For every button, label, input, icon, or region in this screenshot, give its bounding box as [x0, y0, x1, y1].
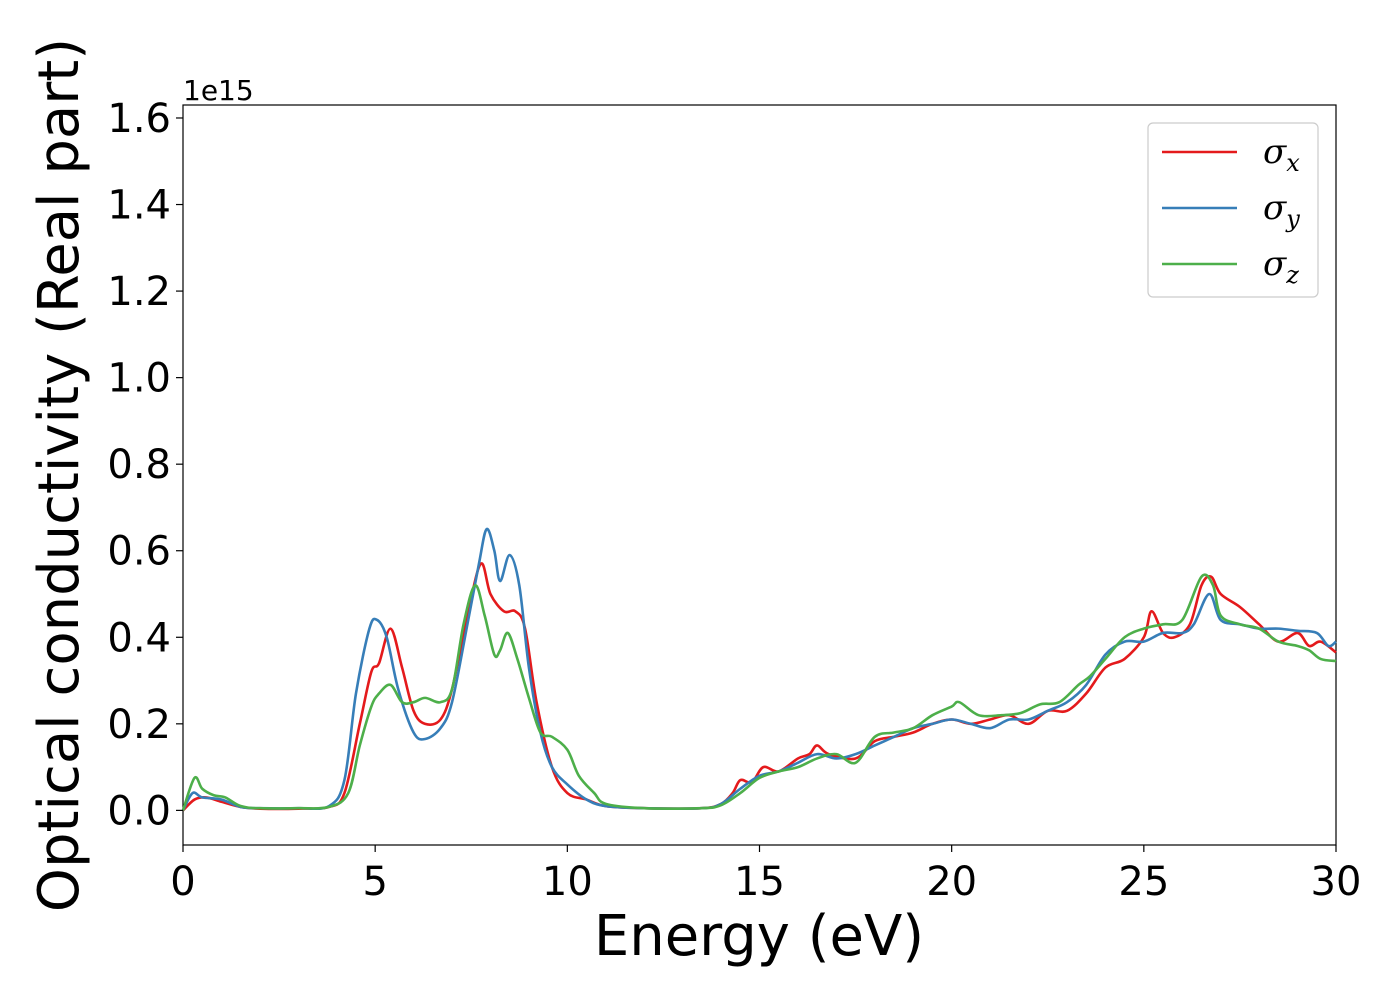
legend-label: σz	[1263, 244, 1299, 289]
x-axis-ticks: 0 5 10 15 20 25 30	[170, 845, 1361, 905]
x-tick-label: 30	[1311, 859, 1362, 905]
legend: σx σy σz	[1147, 122, 1319, 298]
series-lines	[181, 527, 1337, 812]
plot-area: 0 5 10 15 20 25 30 0.0 0.2 0.4 0.6 0.8 1.0 1.2 1.4 1.6	[107, 96, 1361, 905]
x-tick-label: 5	[362, 859, 387, 905]
series-line-y	[181, 527, 1337, 812]
y-axis-ticks: 0.0 0.2 0.4 0.6 0.8 1.0 1.2 1.4 1.6	[107, 96, 183, 834]
y-axis-title: Optical conductivity (Real part)	[27, 38, 92, 912]
x-tick-label: 15	[734, 859, 785, 905]
y-tick-label: 0.0	[107, 788, 171, 834]
legend-entries: σx σy σz	[1162, 132, 1300, 289]
y-tick-label: 0.8	[107, 442, 171, 488]
y-offset-label: 1e15	[183, 74, 254, 107]
x-axis-title: Energy (eV)	[594, 904, 924, 969]
y-tick-label: 1.2	[107, 269, 171, 315]
y-tick-label: 1.6	[107, 96, 171, 142]
legend-entry-z: σz	[1162, 244, 1299, 289]
x-tick-label: 10	[542, 859, 593, 905]
y-tick-label: 0.6	[107, 529, 171, 575]
legend-entry-x: σx	[1162, 132, 1300, 177]
legend-label: σx	[1263, 132, 1300, 177]
y-tick-label: 1.4	[107, 183, 171, 229]
x-tick-label: 20	[926, 859, 977, 905]
x-tick-label: 0	[170, 859, 195, 905]
y-tick-label: 0.4	[107, 615, 171, 661]
y-tick-label: 1.0	[107, 356, 171, 402]
x-tick-label: 25	[1118, 859, 1169, 905]
axes-frame	[182, 104, 1337, 846]
y-tick-label: 0.2	[107, 702, 171, 748]
legend-frame	[1147, 122, 1319, 298]
series-line-z	[181, 573, 1337, 811]
legend-entry-y: σy	[1162, 188, 1300, 233]
legend-label: σy	[1263, 188, 1300, 233]
